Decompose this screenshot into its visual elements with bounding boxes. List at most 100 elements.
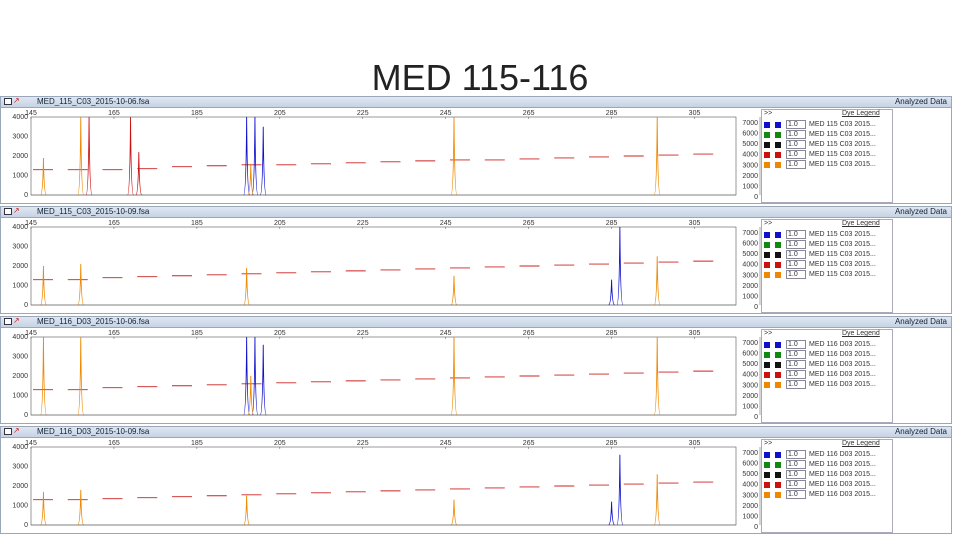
scale-field[interactable]: 1.0 — [786, 460, 806, 469]
dye-swatch[interactable] — [764, 162, 770, 168]
scale-field[interactable]: 1.0 — [786, 480, 806, 489]
sample-name: MED 116 D03 2015... — [809, 341, 876, 348]
sample-name: MED 115 C03 2015... — [809, 271, 876, 278]
y2-tick-label: 4000 — [742, 482, 758, 489]
scale-field[interactable]: 1.0 — [786, 120, 806, 129]
scale-field[interactable]: 1.0 — [786, 160, 806, 169]
dye-swatch[interactable] — [775, 492, 781, 498]
y2-tick-label: 4000 — [742, 262, 758, 269]
sample-name: MED 116 D03 2015... — [809, 461, 876, 468]
scale-field[interactable]: 1.0 — [786, 360, 806, 369]
dye-swatch[interactable] — [764, 452, 770, 458]
x-tick-label: 165 — [108, 330, 120, 337]
dye-swatch[interactable] — [764, 132, 770, 138]
analyzed-data-label: Analyzed Data — [894, 207, 947, 216]
dye-swatch[interactable] — [775, 242, 781, 248]
scale-field[interactable]: 1.0 — [786, 240, 806, 249]
dye-swatch[interactable] — [764, 492, 770, 498]
sample-name: MED 116 D03 2015... — [809, 471, 876, 478]
scale-field[interactable]: 1.0 — [786, 250, 806, 259]
dye-swatch[interactable] — [764, 362, 770, 368]
peak-orange — [450, 116, 458, 196]
x-tick-label: 205 — [274, 110, 286, 117]
dye-swatch[interactable] — [775, 162, 781, 168]
dye-swatch[interactable] — [764, 122, 770, 128]
scale-field[interactable]: 1.0 — [786, 130, 806, 139]
dye-swatch[interactable] — [764, 342, 770, 348]
peak-orange — [39, 491, 47, 526]
arrow-icon[interactable]: ↗ — [13, 316, 20, 325]
dye-swatch[interactable] — [764, 482, 770, 488]
arrow-icon[interactable]: ↗ — [13, 426, 20, 435]
scale-field[interactable]: 1.0 — [786, 140, 806, 149]
dye-swatch[interactable] — [764, 472, 770, 478]
electropherogram-panel: ↗ MED_116_D03_2015-10-09.fsa Analyzed Data… — [0, 426, 952, 534]
scale-field[interactable]: 1.0 — [786, 490, 806, 499]
plot-frame — [30, 336, 737, 416]
dye-swatch[interactable] — [775, 272, 781, 278]
dye-swatch[interactable] — [775, 372, 781, 378]
sample-name: MED 115 C03 2015... — [809, 261, 876, 268]
scale-field[interactable]: 1.0 — [786, 350, 806, 359]
dye-swatch[interactable] — [775, 472, 781, 478]
dye-swatch[interactable] — [764, 462, 770, 468]
arrow-icon[interactable]: ↗ — [13, 96, 20, 105]
dye-swatch[interactable] — [775, 152, 781, 158]
dye-swatch[interactable] — [775, 362, 781, 368]
panel-checkbox[interactable] — [4, 318, 12, 325]
arrow-icon[interactable]: ↗ — [13, 206, 20, 215]
dye-legend: >> Dye Legend 1.0 MED 115 C03 2015... 1.0 MED… — [761, 109, 893, 203]
dye-swatch[interactable] — [775, 382, 781, 388]
scale-field[interactable]: 1.0 — [786, 150, 806, 159]
scale-field[interactable]: 1.0 — [786, 370, 806, 379]
scale-field[interactable]: 1.0 — [786, 450, 806, 459]
plot-frame — [30, 116, 737, 196]
legend-expand-icon[interactable]: >> — [764, 330, 773, 337]
legend-row: 1.0 MED 116 D03 2015... — [764, 480, 892, 490]
dye-swatch[interactable] — [775, 352, 781, 358]
dye-swatch[interactable] — [764, 252, 770, 258]
dye-swatch[interactable] — [775, 482, 781, 488]
dye-swatch[interactable] — [775, 232, 781, 238]
slide-title: MED 115-116 — [371, 57, 589, 98]
y2-tick-label: 5000 — [742, 251, 758, 258]
dye-swatch[interactable] — [764, 262, 770, 268]
dye-swatch[interactable] — [764, 242, 770, 248]
x-tick-label: 265 — [523, 440, 535, 447]
panel-checkbox[interactable] — [4, 428, 12, 435]
dye-swatch[interactable] — [764, 372, 770, 378]
dye-swatch[interactable] — [775, 132, 781, 138]
scale-field[interactable]: 1.0 — [786, 380, 806, 389]
y2-tick-label: 6000 — [742, 461, 758, 468]
y-tick-label: 2000 — [12, 263, 28, 270]
dye-swatch[interactable] — [775, 252, 781, 258]
legend-expand-icon[interactable]: >> — [764, 220, 773, 227]
dye-swatch[interactable] — [764, 152, 770, 158]
plot-frame — [30, 226, 737, 306]
legend-title: Dye Legend — [842, 440, 880, 447]
dye-swatch[interactable] — [775, 462, 781, 468]
dye-swatch[interactable] — [775, 122, 781, 128]
dye-swatch[interactable] — [764, 382, 770, 388]
dye-swatch[interactable] — [764, 142, 770, 148]
panel-checkbox[interactable] — [4, 208, 12, 215]
dye-swatch[interactable] — [775, 452, 781, 458]
legend-expand-icon[interactable]: >> — [764, 110, 773, 117]
dye-legend: >> Dye Legend 1.0 MED 116 D03 2015... 1.0 MED… — [761, 329, 893, 423]
scale-field[interactable]: 1.0 — [786, 270, 806, 279]
scale-field[interactable]: 1.0 — [786, 340, 806, 349]
dye-swatch[interactable] — [775, 342, 781, 348]
dye-swatch[interactable] — [764, 352, 770, 358]
legend-expand-icon[interactable]: >> — [764, 440, 773, 447]
panel-checkbox[interactable] — [4, 98, 12, 105]
x-tick-label: 165 — [108, 220, 120, 227]
dye-swatch[interactable] — [764, 272, 770, 278]
dye-swatch[interactable] — [764, 232, 770, 238]
scale-field[interactable]: 1.0 — [786, 230, 806, 239]
sample-name: MED 115 C03 2015... — [809, 141, 876, 148]
dye-swatch[interactable] — [775, 262, 781, 268]
scale-field[interactable]: 1.0 — [786, 470, 806, 479]
x-tick-label: 185 — [191, 440, 203, 447]
scale-field[interactable]: 1.0 — [786, 260, 806, 269]
dye-swatch[interactable] — [775, 142, 781, 148]
